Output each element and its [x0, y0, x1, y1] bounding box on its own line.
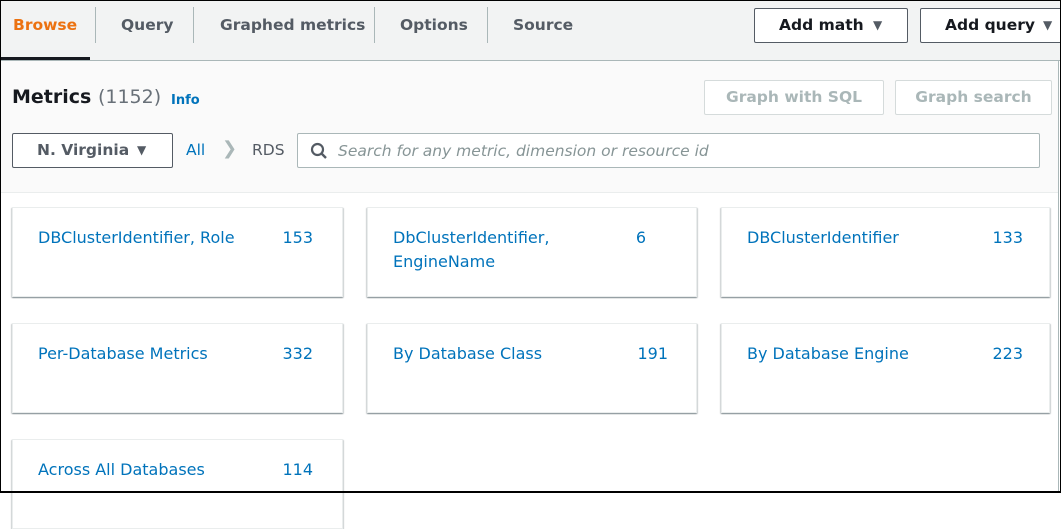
card-name[interactable]: By Database Engine	[747, 344, 909, 363]
tab-source[interactable]: Source	[513, 16, 574, 34]
tab-divider	[374, 7, 375, 43]
chevron-right-icon: ❯	[222, 138, 238, 159]
tab-options[interactable]: Options	[400, 16, 468, 34]
tab-divider	[95, 7, 96, 43]
title-text: Metrics	[12, 86, 92, 108]
card-count: 153	[282, 228, 313, 247]
info-link[interactable]: Info	[171, 93, 200, 108]
metric-group-card[interactable]: By Database Engine 223	[721, 323, 1050, 413]
card-count: 6	[635, 228, 646, 247]
caret-down-icon: ▼	[1043, 18, 1053, 32]
tab-browse[interactable]: Browse	[0, 0, 91, 60]
card-count: 223	[992, 344, 1023, 363]
tab-bar: Browse Query Graphed metrics Options Sou…	[0, 0, 1061, 61]
divider	[1058, 61, 1059, 493]
search-input[interactable]	[338, 134, 1028, 167]
caret-down-icon: ▼	[873, 18, 883, 32]
graph-search-button[interactable]: Graph search	[895, 80, 1052, 115]
metrics-count: (1152)	[97, 86, 162, 108]
page-title: Metrics (1152)	[12, 86, 161, 108]
breadcrumb-current: RDS	[252, 141, 285, 159]
card-name[interactable]: By Database Class	[393, 344, 543, 363]
metric-group-card[interactable]: By Database Class 191	[367, 323, 697, 413]
metric-group-card[interactable]: DBClusterIdentifier, Role 153	[12, 207, 343, 297]
card-count: 191	[637, 344, 668, 363]
add-query-button[interactable]: Add query ▼	[920, 8, 1061, 43]
search-box[interactable]	[297, 133, 1040, 168]
card-name[interactable]: DbClusterIdentifier, EngineName	[393, 228, 550, 271]
graph-with-sql-button[interactable]: Graph with SQL	[704, 80, 884, 115]
card-count: 133	[992, 228, 1023, 247]
card-name[interactable]: Across All Databases	[38, 460, 205, 479]
metric-group-card[interactable]: Across All Databases 114	[12, 439, 343, 529]
card-name[interactable]: DBClusterIdentifier	[747, 228, 899, 247]
card-name[interactable]: Per-Database Metrics	[38, 344, 208, 363]
tab-graphed-metrics[interactable]: Graphed metrics	[220, 16, 366, 34]
tab-divider	[487, 7, 488, 43]
tab-divider	[193, 7, 194, 43]
add-math-button[interactable]: Add math ▼	[754, 8, 908, 43]
tab-query[interactable]: Query	[121, 16, 174, 34]
add-query-label: Add query	[945, 16, 1035, 34]
metric-group-card[interactable]: DBClusterIdentifier 133	[721, 207, 1050, 297]
region-select[interactable]: N. Virginia ▼	[12, 133, 173, 168]
card-name[interactable]: DBClusterIdentifier, Role	[38, 228, 235, 247]
breadcrumb-all[interactable]: All	[186, 141, 206, 159]
metric-group-card[interactable]: Per-Database Metrics 332	[12, 323, 343, 413]
metric-group-card[interactable]: DbClusterIdentifier, EngineName 6	[367, 207, 697, 297]
caret-down-icon: ▼	[137, 143, 147, 157]
card-count: 332	[282, 344, 313, 363]
add-math-label: Add math	[779, 16, 864, 34]
search-icon	[310, 142, 327, 159]
card-count: 114	[282, 460, 313, 479]
region-label: N. Virginia	[37, 141, 130, 159]
